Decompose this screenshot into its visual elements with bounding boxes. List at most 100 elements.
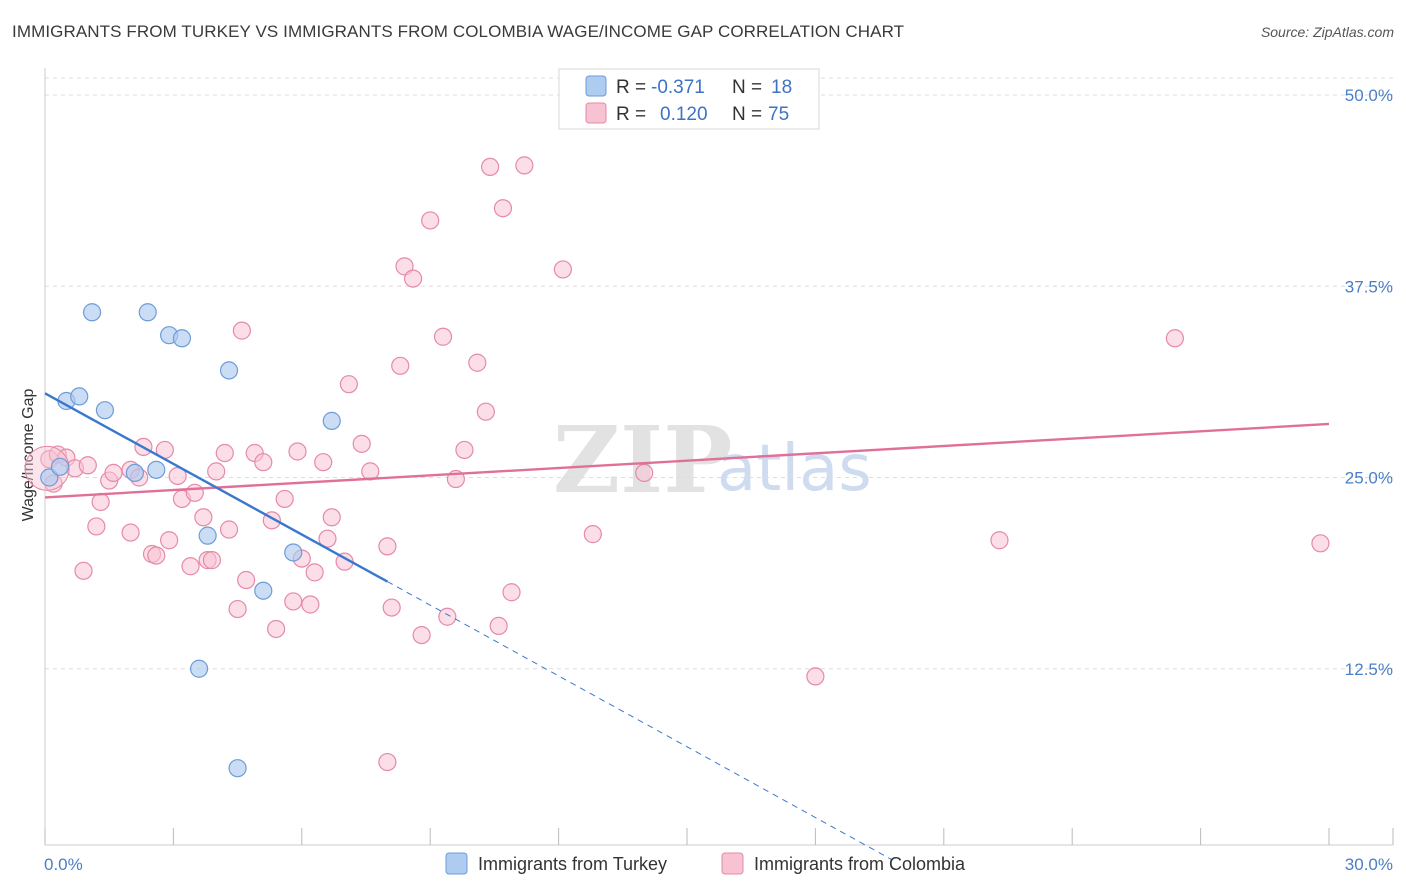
y-tick-label: 37.5% [1345,277,1393,296]
colombia-point [121,523,140,542]
turkey-point [70,387,89,406]
colombia-point [339,375,358,394]
colombia-point [502,583,521,602]
colombia-point [438,607,457,626]
y-tick-label: 50.0% [1345,86,1393,105]
y-axis-tick-labels: 12.5% 25.0% 37.5% 50.0% [1345,86,1393,679]
colombia-point [185,483,204,502]
colombia-point [318,529,337,548]
colombia-point [1165,329,1185,348]
colombia-point [990,531,1009,550]
y-axis-label: Wage/Income Gap [20,389,37,522]
colombia-point [314,453,333,472]
y-tick-label: 25.0% [1345,469,1393,488]
watermark: ZIP atlas [553,406,872,514]
turkey-point [322,411,341,430]
colombia-point [254,453,273,472]
turkey-trend-extension [387,581,893,861]
colombia-point [515,156,534,175]
colombia-point [352,434,371,453]
colombia-point [147,546,166,565]
colombia-point [207,462,226,481]
legend-bottom-label-turkey: Immigrants from Turkey [478,854,667,874]
legend-r-value-colombia: 0.120 [660,104,708,125]
colombia-point [1311,534,1330,553]
colombia-point [104,463,123,483]
turkey-point [147,460,166,479]
y-tick-label: 12.5% [1345,660,1393,679]
colombia-point [305,563,324,582]
x-tick-label-min: 0.0% [44,855,83,874]
colombia-point [421,211,440,230]
colombia-point [228,599,247,619]
colombia-point [468,353,487,372]
colombia-point [275,489,294,509]
colombia-point [219,520,239,539]
trend-lines [44,392,1330,861]
colombia-point [553,260,572,279]
series-turkey-points [40,303,341,778]
colombia-point [403,269,423,288]
colombia-point [391,356,410,375]
turkey-point [40,468,59,487]
colombia-point [378,537,397,556]
colombia-point [635,463,654,483]
turkey-point [50,457,70,476]
colombia-point [455,440,474,460]
x-axis-ticks [44,828,1394,845]
colombia-point [301,595,320,614]
turkey-point [228,759,247,778]
source-label: Source: ZipAtlas.com [1260,24,1394,40]
colombia-point [232,321,251,340]
legend-n-label-turkey: N = [732,77,762,98]
turkey-point [189,659,209,678]
colombia-trend-line [44,422,1330,499]
chart-title: IMMIGRANTS FROM TURKEY VS IMMIGRANTS FRO… [12,22,905,41]
colombia-point [237,570,256,590]
colombia-point [87,517,106,536]
turkey-point [82,303,102,322]
turkey-point [95,401,115,420]
colombia-point [78,456,97,475]
turkey-point [219,361,239,380]
colombia-point [378,752,397,772]
legend-n-value-turkey: 18 [771,77,792,98]
legend-n-value-colombia: 75 [768,104,789,125]
turkey-point [172,329,192,348]
legend-n-label-colombia: N = [732,104,762,125]
colombia-point [74,561,93,580]
turkey-trend-line [44,392,388,583]
legend-series: Immigrants from Turkey Immigrants from C… [445,852,966,875]
watermark-atlas: atlas [717,432,872,506]
legend-r-label-colombia: R = [616,104,646,125]
colombia-point [412,625,431,645]
legend-swatch-colombia [585,102,607,124]
colombia-point [91,492,110,512]
x-tick-label-max: 30.0% [1345,855,1393,874]
legend-stats: R = -0.371 N = 18 R = 0.120 N = 75 [558,68,820,130]
colombia-point [481,157,500,177]
colombia-point [267,619,286,639]
turkey-point [254,581,273,600]
colombia-point [493,199,513,218]
colombia-point [489,616,508,636]
legend-bottom-swatch-colombia [721,852,744,875]
colombia-point [476,402,495,421]
legend-swatch-turkey [585,75,607,97]
colombia-point [382,598,401,617]
legend-bottom-label-colombia: Immigrants from Colombia [754,854,966,874]
colombia-point [806,667,825,686]
colombia-point [288,442,307,461]
series-colombia-points [24,156,1330,772]
turkey-point [198,526,217,545]
colombia-point [433,327,453,346]
colombia-point [160,531,179,550]
colombia-point [202,551,222,570]
colombia-point [194,508,213,527]
legend-r-label-turkey: R = [616,77,646,98]
colombia-point [583,525,602,544]
colombia-point [181,557,200,576]
turkey-point [125,463,144,483]
legend-bottom-swatch-turkey [445,852,468,875]
